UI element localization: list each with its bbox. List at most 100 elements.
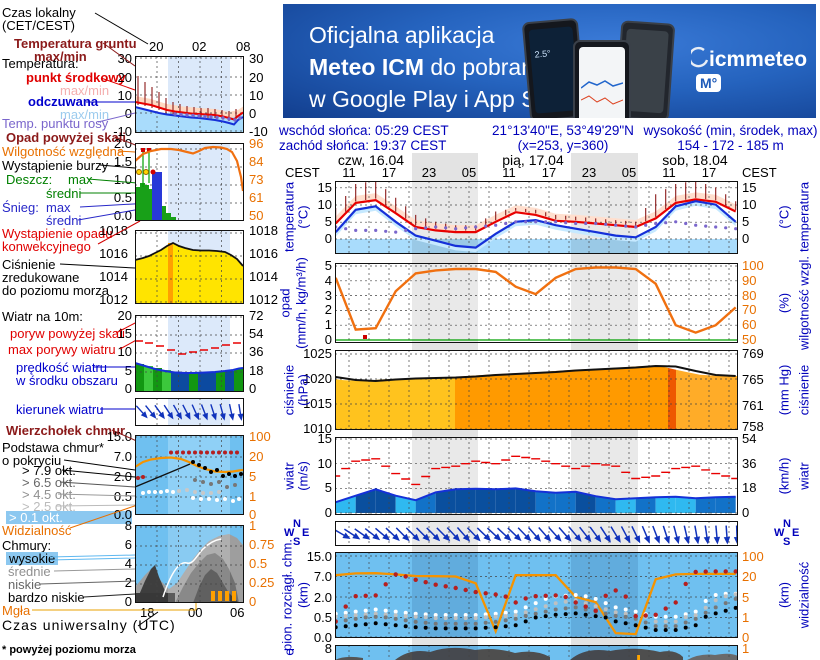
tick-opad-l-3: 2 xyxy=(324,302,332,317)
hour-label-3: 05 xyxy=(461,165,477,180)
mini-chart-podstawa-chmur xyxy=(135,435,244,515)
legend-mgla: Mgła xyxy=(2,603,31,618)
legend-opad_skala: Opad powyżej skali xyxy=(6,130,126,145)
panel-pion-chmur-widzialnosc xyxy=(335,552,738,638)
mini-opad-right-2: 73 xyxy=(249,172,264,187)
legend-snieg: Śnieg: xyxy=(2,200,39,215)
axis-pion-unit: (km) xyxy=(295,582,311,608)
legend-maxmin1: max/min xyxy=(60,83,110,98)
altitude-label: wysokość (min, środek, max) xyxy=(643,123,818,138)
legend-okta-4: > 0.1 okt. xyxy=(6,511,132,524)
legend-deszcz_max: max xyxy=(68,172,93,187)
tick-pion-l-2: 2.0 xyxy=(313,590,332,605)
tick-cut-l: 8 xyxy=(324,641,332,656)
footnote: * powyżej poziomu morza xyxy=(2,644,136,656)
compass-e-right: E xyxy=(792,527,800,539)
panel-zachmurzenie-cut xyxy=(335,645,738,660)
compass-w-right: W xyxy=(774,527,785,539)
mini-wiatr-right-1: 54 xyxy=(249,326,264,341)
mini-opad-left-0: 2.0 xyxy=(113,136,132,151)
tick-temp-r-0: 15 xyxy=(742,180,757,195)
panel-temperatura xyxy=(335,181,738,254)
tick-rh-r-2: 80 xyxy=(742,288,757,303)
tick-vis-r-2: 5 xyxy=(742,590,750,605)
legend-temperatura: Temperatura: xyxy=(2,56,79,71)
hour-label-2: 23 xyxy=(421,165,437,180)
legend-cis1: Ciśnienie xyxy=(2,257,56,272)
tick-rh-r-5: 50 xyxy=(742,332,757,347)
axis-pion: pion. rozciągł. chm. xyxy=(279,539,295,651)
app-promo-banner[interactable]: Oficjalna aplikacja Meteo ICM do pobrani… xyxy=(283,4,816,118)
mini-sky-left-3: 2 xyxy=(124,575,132,590)
axis-opad: opad xyxy=(277,288,293,318)
mini-sky-right-3: 0.25 xyxy=(249,575,275,590)
legend-rosy: Temp. punktu rosy xyxy=(2,116,109,131)
tick-cis-r-3: 758 xyxy=(742,419,764,434)
mini-sky-right-4: 0 xyxy=(249,594,257,609)
banner-line2: Meteo ICM do pobrania xyxy=(309,54,552,80)
mini-temp-left-4: -10 xyxy=(113,124,132,139)
tick-cis-r-1: 765 xyxy=(742,372,764,387)
mini-opad-left-1: 1.5 xyxy=(113,154,132,169)
axis-cut-fragment: e xyxy=(281,648,297,656)
legend-utc: Czas uniwersalny (UTC) xyxy=(2,617,176,633)
compass-s-left: S xyxy=(293,536,301,548)
legend-chmury-0: wysokie xyxy=(6,552,59,565)
legend-pred1: prędkość wiatru xyxy=(16,360,108,375)
legend-okta-3: > 2.5 okt. xyxy=(22,499,76,514)
mini-cis-left-3: 1012 xyxy=(99,292,128,307)
mini-cloud-left-0: 15.0 xyxy=(106,429,132,444)
mini-opad-right-1: 84 xyxy=(249,154,264,169)
tick-wiatr-r-0: 54 xyxy=(742,431,757,446)
legend-temp_gruntu2: max/min xyxy=(34,49,87,64)
mini-temp-right-2: 10 xyxy=(249,88,264,103)
mini-temp-hour-0: 20 xyxy=(149,39,164,54)
mini-temp-hour-2: 08 xyxy=(236,39,251,54)
compass-w-left: W xyxy=(284,527,295,539)
icmmeteo-logo[interactable]: icmmeteoM° xyxy=(688,46,816,96)
phone-image xyxy=(573,40,631,118)
phone-temp: 2.5° xyxy=(534,48,552,60)
tick-wiatr-l-1: 10 xyxy=(317,456,332,471)
tick-cut-r: 1 xyxy=(742,641,750,656)
mini-opad-right-3: 61 xyxy=(249,190,264,205)
legend-widz: Widzialność xyxy=(2,523,72,538)
tick-vis-r-3: 1 xyxy=(742,610,750,625)
tick-pion-l-0: 15.0 xyxy=(306,549,332,564)
axis-wiatr-right: wiatr xyxy=(796,462,812,490)
legend-konw2: konwekcyjnego xyxy=(2,239,91,254)
sunset: zachód słońca: 19:37 CEST xyxy=(279,138,447,153)
tick-rh-r-4: 60 xyxy=(742,317,757,332)
mini-wiatr-right-2: 36 xyxy=(249,344,264,359)
axis-cis-unit-left: (hPa) xyxy=(295,374,311,406)
day-label-2: sob, 18.04 xyxy=(662,152,728,168)
legend-deszcz: Deszcz: xyxy=(6,172,53,187)
tick-wiatr-r-2: 18 xyxy=(742,480,757,495)
legend-okta-0: > 7.9 okt. xyxy=(22,463,76,478)
mini-opad-left-4: 0.0 xyxy=(113,208,132,223)
day-label-0: czw, 16.04 xyxy=(337,152,405,168)
tick-temp-r-1: 10 xyxy=(742,197,757,212)
legend-chmury-3: bardzo niskie xyxy=(8,590,85,605)
tz-left: CEST xyxy=(285,165,320,180)
axis-wiatr-unit-right: (km/h) xyxy=(776,457,792,495)
tick-temp-r-3: 0 xyxy=(742,231,750,246)
legend-pred2: w środku obszaru xyxy=(16,373,118,388)
mini-sky-right-0: 1 xyxy=(249,518,257,533)
tick-cis-r-2: 761 xyxy=(742,398,764,413)
legend-pods1: Podstawa chmur* xyxy=(2,440,104,455)
tick-opad-l-2: 3 xyxy=(324,288,332,303)
mini-wiatr-right-0: 72 xyxy=(249,308,264,323)
mini-temp-left-2: 10 xyxy=(117,88,132,103)
legend-okta-2: > 4.5 okt. xyxy=(22,487,76,502)
mini-utc-hour-2: 06 xyxy=(230,605,245,620)
axis-vis-unit: (km) xyxy=(776,582,792,608)
legend-snieg_max: max xyxy=(46,200,71,215)
mini-opad-left-3: 0.5 xyxy=(113,190,132,205)
mini-sky-right-2: 0.5 xyxy=(249,556,268,571)
mini-opad-right-0: 96 xyxy=(249,136,264,151)
mini-cis-right-1: 1016 xyxy=(249,246,278,261)
axis-cisnienie-left: ciśnienie xyxy=(281,364,297,416)
tick-wiatr-l-2: 5 xyxy=(324,480,332,495)
legend-pods2: o pokryciu xyxy=(2,453,62,468)
